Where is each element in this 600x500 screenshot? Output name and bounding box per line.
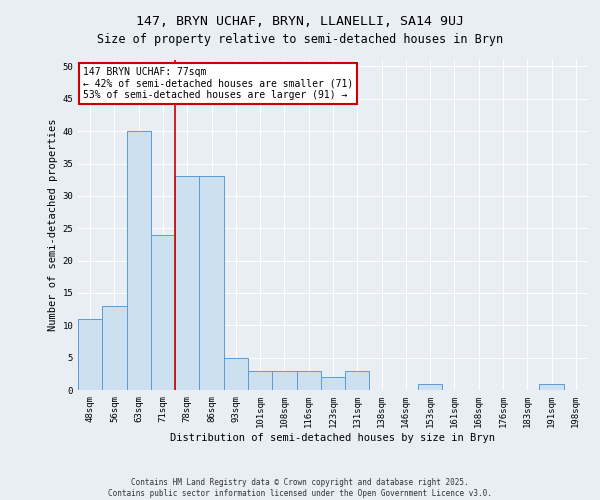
Bar xyxy=(539,384,564,390)
Bar xyxy=(345,370,370,390)
Text: 147, BRYN UCHAF, BRYN, LLANELLI, SA14 9UJ: 147, BRYN UCHAF, BRYN, LLANELLI, SA14 9U… xyxy=(136,15,464,28)
Bar xyxy=(248,370,272,390)
Text: 147 BRYN UCHAF: 77sqm
← 42% of semi-detached houses are smaller (71)
53% of semi: 147 BRYN UCHAF: 77sqm ← 42% of semi-deta… xyxy=(83,66,353,100)
Y-axis label: Number of semi-detached properties: Number of semi-detached properties xyxy=(48,118,58,331)
Bar xyxy=(224,358,248,390)
Text: Size of property relative to semi-detached houses in Bryn: Size of property relative to semi-detach… xyxy=(97,32,503,46)
Bar xyxy=(321,377,345,390)
Bar xyxy=(127,131,151,390)
Text: Contains HM Land Registry data © Crown copyright and database right 2025.
Contai: Contains HM Land Registry data © Crown c… xyxy=(108,478,492,498)
Bar xyxy=(175,176,199,390)
Bar xyxy=(78,319,102,390)
Bar xyxy=(199,176,224,390)
Bar xyxy=(296,370,321,390)
Bar xyxy=(418,384,442,390)
Bar xyxy=(102,306,127,390)
X-axis label: Distribution of semi-detached houses by size in Bryn: Distribution of semi-detached houses by … xyxy=(170,432,496,442)
Bar xyxy=(151,234,175,390)
Bar xyxy=(272,370,296,390)
